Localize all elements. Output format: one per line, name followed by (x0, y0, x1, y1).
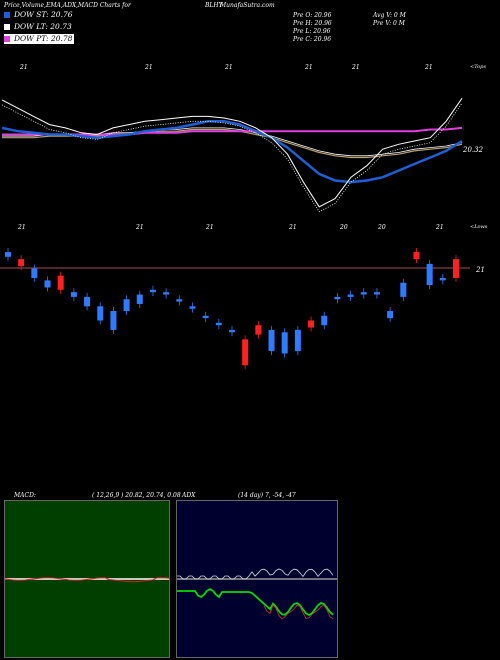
legend-label-lt: DOW LT: 20.73 (14, 22, 72, 31)
stat-close: Pre C: 20.96 (293, 36, 332, 43)
stat-low: Pre L: 20.96 (293, 28, 331, 35)
price-dotted-line (1, 102, 463, 213)
macd-title: MACD: (14, 492, 36, 499)
top-tick-label: 21 (352, 64, 360, 71)
candle-body (426, 263, 433, 286)
candle-body (347, 294, 354, 297)
candle-body (387, 311, 394, 319)
candle-body (70, 292, 77, 297)
adx-di-plus-line (177, 568, 334, 580)
top-tick-label: 21 (145, 64, 153, 71)
candle-body (110, 311, 117, 330)
top-tick-label: 21 (425, 64, 433, 71)
price-line (1, 98, 463, 208)
header-title: Price,Volume,EMA,ADX,MACD Charts for (4, 2, 131, 9)
stat-avg-volume: Avg V: 0 M (373, 12, 406, 19)
candle-body (255, 325, 262, 335)
stat-open: Pre O: 20.96 (293, 12, 332, 19)
tops-label: <Tops (470, 64, 486, 70)
candle-body (321, 315, 328, 326)
legend-label-st: DOW ST: 20.76 (14, 10, 73, 19)
lows-label: <Lows (470, 224, 488, 230)
bottom-tick-label: 20 (378, 224, 386, 231)
adx-line (177, 587, 334, 617)
header-site: MunafaSutra.com (220, 2, 275, 9)
ema-pt-line (2, 126, 463, 136)
candle-body (294, 329, 301, 352)
candle-body (334, 296, 341, 300)
candle-body (439, 278, 446, 281)
candle-body (453, 259, 459, 279)
candle-body (123, 299, 130, 312)
legend-dow-pt: DOW PT: 20.78 (4, 34, 75, 44)
header-symbol: BLHY (205, 2, 223, 9)
candle-body (136, 294, 143, 304)
candle-body (18, 259, 25, 267)
candle-body (308, 320, 315, 328)
level-tag: 21 (476, 266, 485, 274)
candle-body (242, 339, 249, 366)
candle-body (229, 329, 235, 333)
candle-body (400, 282, 407, 297)
adx-panel (176, 500, 338, 658)
adx-params: (14 day) 7, -54, -47 (238, 492, 296, 499)
macd-panel (4, 500, 170, 658)
macd-chart (5, 577, 169, 583)
bottom-tick-label: 21 (206, 224, 214, 231)
candle-body (44, 280, 51, 288)
candle-body (97, 306, 104, 321)
candle-body (360, 292, 367, 295)
bottom-tick-label: 20 (340, 224, 348, 231)
candle-body (281, 332, 288, 354)
legend-swatch-pt (4, 36, 10, 42)
candle-body (5, 252, 11, 257)
candle-body (84, 296, 91, 307)
top-tick-label: 21 (305, 64, 313, 71)
price-tag: 20.32 (463, 146, 484, 154)
candle-body (176, 299, 183, 302)
top-tick-label: 21 (225, 64, 233, 71)
bottom-tick-label: 21 (136, 224, 144, 231)
bottom-tick-label: 21 (289, 224, 297, 231)
macd-histogram-line (5, 577, 169, 583)
candle-body (31, 268, 38, 279)
bottom-tick-label: 21 (436, 224, 444, 231)
top-tick-label: 21 (20, 64, 28, 71)
legend-dow-st: DOW ST: 20.76 (4, 10, 73, 20)
candle-body (189, 306, 196, 309)
legend-swatch-lt (4, 24, 10, 30)
candle-body (413, 252, 420, 260)
macd-params: ( 12,26,9 ) 20.82, 20.74, 0.08 (92, 492, 181, 499)
adx-di-minus-line (263, 604, 334, 620)
legend-swatch-st (4, 12, 10, 18)
adx-chart (177, 568, 337, 620)
candle-body (268, 329, 275, 352)
legend-label-pt: DOW PT: 20.78 (14, 34, 73, 43)
candle-body (163, 292, 170, 295)
legend-dow-lt: DOW LT: 20.73 (4, 22, 72, 32)
ema-short-line (1, 120, 463, 184)
candle-body (202, 315, 209, 319)
candle-body (373, 292, 380, 295)
candle-body (149, 289, 156, 293)
bottom-tick-label: 21 (18, 224, 26, 231)
adx-title: ADX (182, 492, 196, 499)
candle-body (215, 322, 222, 326)
stat-pre-volume: Pre V: 0 M (373, 20, 405, 27)
stat-high: Pre H: 20.96 (293, 20, 332, 27)
candle-body (57, 275, 64, 290)
